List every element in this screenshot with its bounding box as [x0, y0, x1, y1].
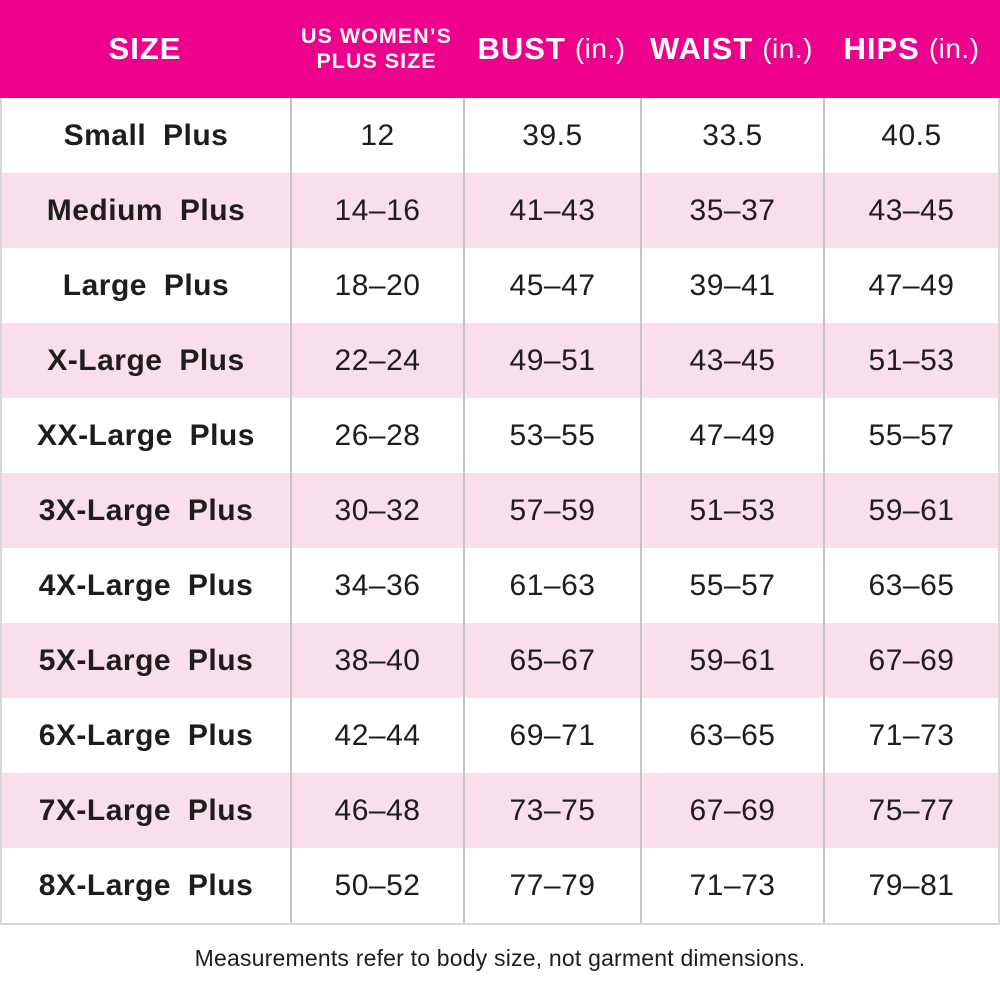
- measurement-cell: 51–53: [823, 323, 998, 398]
- header-cell-waist: WAIST (in.): [640, 0, 823, 98]
- header-label-hips: HIPS: [843, 31, 920, 66]
- size-name-cell: 7X-Large Plus: [38, 793, 254, 827]
- measurement-cell: 61–63: [463, 548, 640, 623]
- measurement-cell: 30–32: [290, 473, 463, 548]
- measurement-cell: 71–73: [823, 698, 998, 773]
- measurement-cell: 33.5: [640, 98, 823, 173]
- table-row: 8X-Large Plus 50–52 77–79 71–73 79–81: [2, 848, 998, 923]
- size-name-cell: Large Plus: [62, 268, 230, 302]
- measurement-cell: 50–52: [290, 848, 463, 923]
- size-name-cell: X-Large Plus: [47, 343, 245, 377]
- measurement-cell: 63–65: [823, 548, 998, 623]
- size-name-cell: XX-Large Plus: [37, 418, 255, 452]
- size-name-cell: Medium Plus: [46, 193, 246, 227]
- table-row: 7X-Large Plus 46–48 73–75 67–69 75–77: [2, 773, 998, 848]
- measurement-cell: 40.5: [823, 98, 998, 173]
- measurement-cell: 47–49: [823, 248, 998, 323]
- header-unit-hips: (in.): [928, 33, 980, 64]
- table-row: Large Plus 18–20 45–47 39–41 47–49: [2, 248, 998, 323]
- measurement-cell: 55–57: [823, 398, 998, 473]
- measurement-cell: 43–45: [640, 323, 823, 398]
- table-header-row: SIZE US WOMEN’S PLUS SIZE BUST (in.) WAI…: [0, 0, 1000, 98]
- measurement-cell: 53–55: [463, 398, 640, 473]
- header-cell-bust: BUST (in.): [463, 0, 640, 98]
- table-row: XX-Large Plus 26–28 53–55 47–49 55–57: [2, 398, 998, 473]
- measurement-cell: 38–40: [290, 623, 463, 698]
- header-label-line1: US WOMEN’S: [301, 23, 452, 48]
- table-row: X-Large Plus 22–24 49–51 43–45 51–53: [2, 323, 998, 398]
- measurement-cell: 18–20: [290, 248, 463, 323]
- measurement-cell: 45–47: [463, 248, 640, 323]
- measurement-cell: 59–61: [640, 623, 823, 698]
- header-label-bust: BUST: [477, 31, 566, 66]
- measurement-cell: 73–75: [463, 773, 640, 848]
- measurement-cell: 47–49: [640, 398, 823, 473]
- size-name-cell: 5X-Large Plus: [38, 643, 254, 677]
- header-label-line2: PLUS SIZE: [316, 49, 437, 73]
- header-cell-size: SIZE: [0, 0, 290, 98]
- measurement-cell: 42–44: [290, 698, 463, 773]
- measurement-cell: 71–73: [640, 848, 823, 923]
- header-cell-us-plus-size: US WOMEN’S PLUS SIZE: [290, 0, 463, 98]
- table-body: Small Plus 12 39.5 33.5 40.5 Medium Plus 14–16…: [0, 98, 1000, 925]
- header-cell-hips: HIPS (in.): [823, 0, 1000, 98]
- measurement-cell: 51–53: [640, 473, 823, 548]
- measurement-cell: 39.5: [463, 98, 640, 173]
- measurement-cell: 75–77: [823, 773, 998, 848]
- measurement-cell: 67–69: [823, 623, 998, 698]
- header-label-us-plus-size: US WOMEN’S PLUS SIZE: [301, 24, 452, 75]
- measurement-cell: 35–37: [640, 173, 823, 248]
- measurement-cell: 26–28: [290, 398, 463, 473]
- measurement-cell: 14–16: [290, 173, 463, 248]
- measurement-cell: 79–81: [823, 848, 998, 923]
- measurement-cell: 22–24: [290, 323, 463, 398]
- measurement-cell: 34–36: [290, 548, 463, 623]
- measurement-cell: 39–41: [640, 248, 823, 323]
- table-row: 5X-Large Plus 38–40 65–67 59–61 67–69: [2, 623, 998, 698]
- measurement-cell: 63–65: [640, 698, 823, 773]
- size-name-cell: 3X-Large Plus: [38, 493, 254, 527]
- measurement-cell: 65–67: [463, 623, 640, 698]
- header-label-size: SIZE: [108, 31, 182, 66]
- measurement-cell: 41–43: [463, 173, 640, 248]
- measurement-cell: 67–69: [640, 773, 823, 848]
- size-name-cell: 4X-Large Plus: [38, 568, 254, 602]
- size-name-cell: 6X-Large Plus: [38, 718, 254, 752]
- measurement-cell: 69–71: [463, 698, 640, 773]
- table-row: Medium Plus 14–16 41–43 35–37 43–45: [2, 173, 998, 248]
- size-name-cell: Small Plus: [63, 118, 229, 152]
- measurement-cell: 55–57: [640, 548, 823, 623]
- measurement-cell: 12: [290, 98, 463, 173]
- measurement-cell: 77–79: [463, 848, 640, 923]
- measurement-cell: 43–45: [823, 173, 998, 248]
- header-label-waist: WAIST: [650, 31, 754, 66]
- size-name-cell: 8X-Large Plus: [38, 868, 254, 902]
- measurement-cell: 49–51: [463, 323, 640, 398]
- table-row: 3X-Large Plus 30–32 57–59 51–53 59–61: [2, 473, 998, 548]
- header-unit-waist: (in.): [762, 33, 813, 64]
- measurement-cell: 59–61: [823, 473, 998, 548]
- measurement-cell: 46–48: [290, 773, 463, 848]
- header-unit-bust: (in.): [574, 33, 626, 64]
- measurement-cell: 57–59: [463, 473, 640, 548]
- table-row: 6X-Large Plus 42–44 69–71 63–65 71–73: [2, 698, 998, 773]
- table-row: 4X-Large Plus 34–36 61–63 55–57 63–65: [2, 548, 998, 623]
- table-row: Small Plus 12 39.5 33.5 40.5: [2, 98, 998, 173]
- footnote: Measurements refer to body size, not gar…: [194, 945, 806, 971]
